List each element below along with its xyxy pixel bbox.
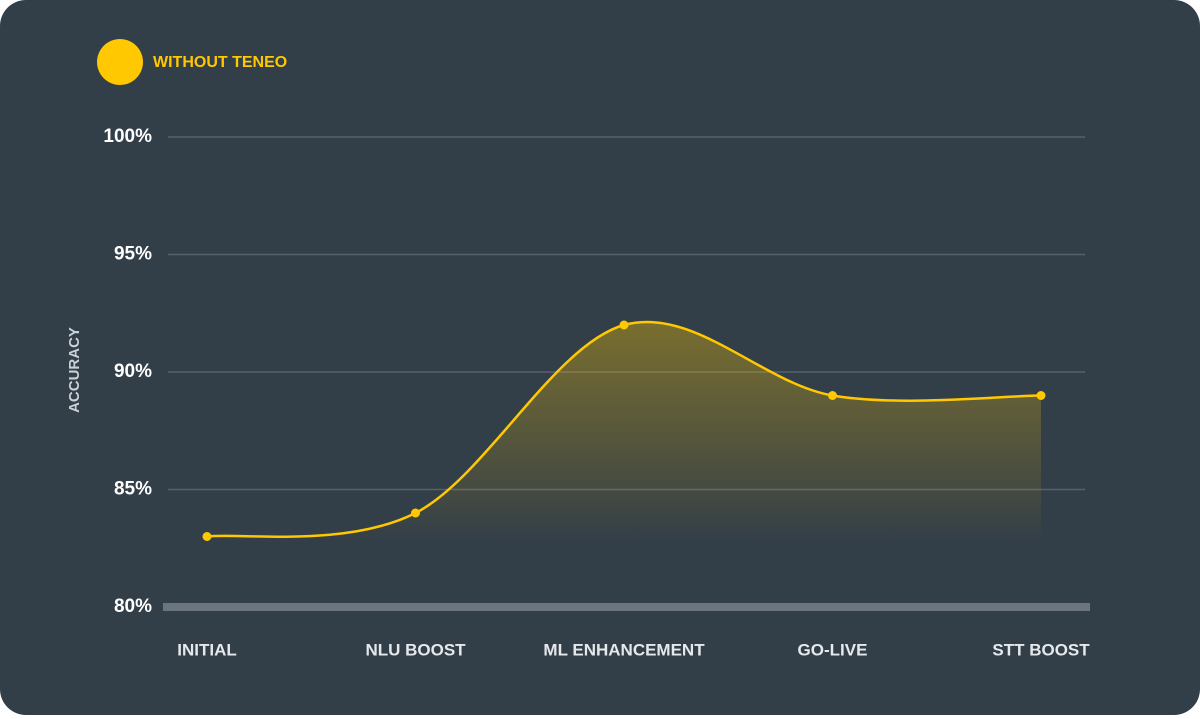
x-tick-label: ML ENHANCEMENT: [543, 640, 705, 659]
y-tick-label: 85%: [114, 479, 152, 500]
x-tick-label: NLU BOOST: [365, 640, 466, 659]
legend-swatch: [97, 39, 143, 85]
legend-label: WITHOUT TENEO: [153, 54, 287, 71]
point: [619, 320, 629, 330]
y-tick-label: 80%: [114, 596, 152, 617]
point: [1036, 391, 1046, 400]
point: [828, 391, 837, 400]
x-tick-label: GO-LIVE: [798, 640, 868, 659]
area: [207, 321, 1041, 543]
y-tick-label: 95%: [114, 244, 152, 265]
point: [202, 532, 212, 541]
point: [411, 508, 420, 518]
y-tick-label: 90%: [114, 361, 152, 382]
y-axis-label: ACCURACY: [66, 327, 83, 413]
x-tick-label: INITIAL: [177, 640, 237, 659]
y-tick-label: 100%: [103, 126, 152, 147]
x-tick-label: STT BOOST: [992, 640, 1090, 659]
